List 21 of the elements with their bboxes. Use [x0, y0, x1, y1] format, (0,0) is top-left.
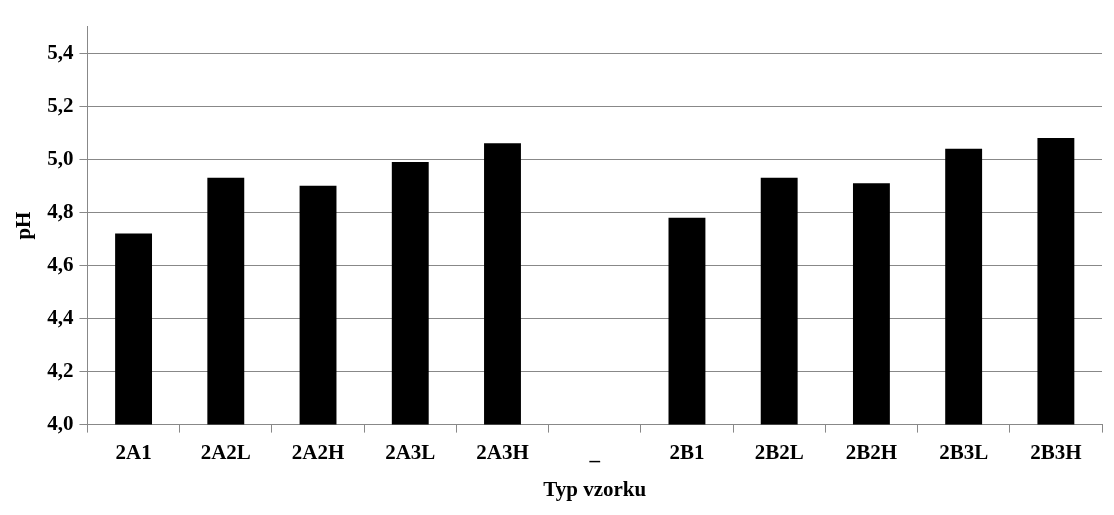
y-tick-label: 4,0	[47, 411, 74, 436]
x-tick-label: 2B3L	[939, 439, 989, 464]
y-tick-label: 4,4	[47, 304, 74, 329]
x-axis-title: Typ vzorku	[543, 476, 647, 501]
x-tick-label: 2A2L	[200, 439, 251, 464]
x-tick-label: 2B2L	[754, 439, 804, 464]
x-tick-label: 2A3L	[385, 439, 436, 464]
y-axis-title: pH	[11, 211, 36, 240]
x-tick-label: 2B2H	[845, 439, 898, 464]
x-tick-label: 2B1	[669, 439, 705, 464]
x-tick-label: 2A1	[115, 439, 152, 464]
y-tick-label: 4,8	[47, 198, 74, 223]
x-tick-label: 2A3H	[476, 439, 529, 464]
y-tick-label: 4,6	[47, 251, 74, 276]
y-tick-label: 5,4	[47, 39, 74, 64]
x-tick-label: 2B3H	[1030, 439, 1082, 464]
x-tick-label: 2A2H	[291, 439, 345, 464]
y-tick-label: 5,0	[47, 145, 74, 170]
y-tick-label: 4,2	[47, 357, 74, 382]
y-tick-label: 5,2	[47, 92, 74, 117]
x-tick-label: _	[588, 439, 601, 464]
